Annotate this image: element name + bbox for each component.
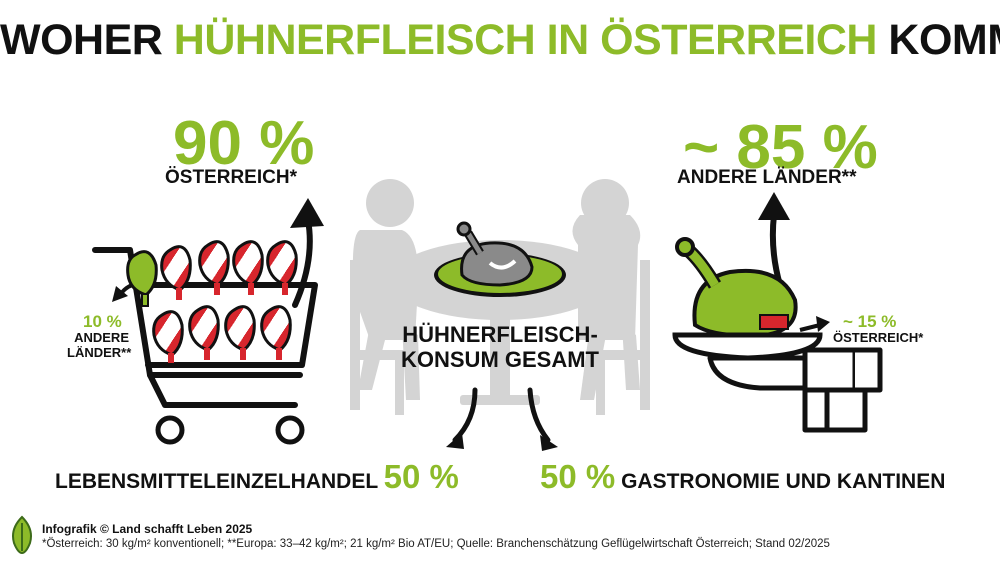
gastro-channel-percentage: 50 % bbox=[540, 458, 616, 495]
retail-channel-label: LEBENSMITTELEINZELHANDEL bbox=[55, 470, 378, 493]
retail-main-label: ÖSTERREICH* bbox=[165, 167, 297, 188]
retail-side-label: ANDERE LÄNDER** bbox=[67, 330, 132, 361]
title-part-2: HÜHNERFLEISCH IN ÖSTERREICH bbox=[173, 16, 878, 64]
page-title: WOHER HÜHNERFLEISCH IN ÖSTERREICH KOMMT bbox=[0, 16, 1000, 65]
leaf-logo-icon bbox=[12, 515, 32, 555]
center-arrows bbox=[446, 387, 558, 451]
title-part-3: KOMMT bbox=[888, 16, 1000, 64]
chicken-leg-icon bbox=[152, 240, 298, 357]
gastro-channel-label: GASTRONOMIE UND KANTINEN bbox=[621, 470, 946, 493]
footer-note: *Österreich: 30 kg/m² konventionell; **E… bbox=[42, 538, 830, 550]
center-label-line-2: KONSUM GESAMT bbox=[401, 346, 599, 372]
gastro-channel: 50 % GASTRONOMIE UND KANTINEN bbox=[540, 460, 945, 493]
gastro-side-label: ÖSTERREICH* bbox=[833, 330, 924, 345]
retail-side-percentage: 10 % bbox=[83, 312, 122, 331]
retail-channel: LEBENSMITTELEINZELHANDEL 50 % bbox=[55, 460, 459, 493]
retail-side-label-line-1: ANDERE bbox=[74, 330, 129, 345]
center-label-line-1: HÜHNERFLEISCH- bbox=[402, 322, 598, 347]
gastro-side-percentage: ~ 15 % bbox=[843, 312, 897, 331]
serving-platter-icon bbox=[672, 192, 883, 433]
retail-main-percentage: 90 % bbox=[173, 109, 315, 178]
gastro-main-label: ANDERE LÄNDER** bbox=[677, 167, 857, 188]
retail-side-label-line-2: LÄNDER** bbox=[67, 344, 132, 360]
retail-channel-percentage: 50 % bbox=[383, 458, 459, 495]
shopping-cart-icon bbox=[92, 198, 324, 445]
table-silhouette-icon bbox=[350, 179, 650, 415]
gastro-main-percentage: ~ 85 % bbox=[683, 113, 878, 182]
arrow-icon bbox=[292, 217, 313, 308]
center-label: HÜHNERFLEISCH- KONSUM GESAMT bbox=[380, 322, 620, 372]
title-part-1: WOHER bbox=[0, 16, 174, 64]
footer-credit: Infografik © Land schafft Leben 2025 bbox=[42, 522, 253, 536]
